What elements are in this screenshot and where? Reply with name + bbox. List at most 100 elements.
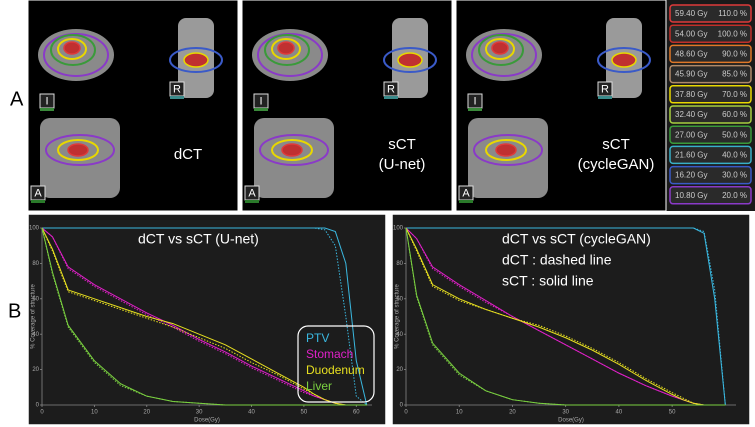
- dose-contour: [57, 38, 87, 60]
- y-tick-label: 60: [396, 296, 403, 302]
- y-tick-label: 0: [400, 403, 404, 409]
- dose-legend-item: [669, 64, 752, 84]
- dose-contour: [277, 41, 295, 55]
- dose-legend-percent: 70.0 %: [722, 90, 747, 99]
- dose-contour: [57, 139, 99, 161]
- dose-contour: [63, 41, 81, 55]
- view-label-bar: [384, 96, 398, 99]
- x-tick-label: 50: [669, 410, 676, 416]
- dose-legend-dose: 27.00 Gy: [675, 130, 707, 139]
- x-tick-label: 0: [40, 410, 44, 416]
- y-tick-label: 100: [29, 226, 40, 232]
- dose-contour: [271, 139, 313, 161]
- image-label: (cycleGAN): [578, 156, 655, 173]
- image-label: sCT: [602, 136, 630, 153]
- dose-legend-percent: 20.0 %: [722, 191, 747, 200]
- dose-legend-item: [669, 165, 752, 185]
- legend-entry: PTV: [306, 331, 329, 345]
- dose-legend-dose: 48.60 Gy: [675, 50, 707, 59]
- dose-legend-percent: 85.0 %: [722, 70, 747, 79]
- view-label-bar: [254, 108, 268, 111]
- image-label: dCT: [174, 146, 202, 163]
- image-label: (U-net): [379, 156, 426, 173]
- dose-contour: [383, 47, 437, 73]
- legend-entry: Liver: [306, 379, 332, 393]
- dose-legend-item: [669, 125, 752, 144]
- dose-contour: [169, 47, 223, 73]
- dose-contour: [43, 33, 109, 77]
- legend-box: [297, 325, 375, 403]
- dct-line: [405, 227, 726, 406]
- annotation: dCT vs sCT (U-net): [138, 231, 259, 247]
- y-tick-label: 100: [393, 226, 404, 232]
- y-axis-label: % Coverage of structure: [395, 283, 401, 348]
- dose-contour: [50, 34, 96, 66]
- dose-contour: [485, 139, 527, 161]
- annotation: sCT : solid line: [502, 273, 594, 289]
- dose-legend-item: [669, 44, 752, 64]
- dose-contour: [271, 38, 301, 60]
- view-label-bar: [40, 108, 54, 111]
- dose-legend-dose: 16.20 Gy: [675, 171, 707, 180]
- view-label: A: [248, 187, 256, 199]
- dose-contour: [491, 41, 509, 55]
- sct-line: [41, 227, 367, 406]
- view-label: A: [462, 187, 470, 199]
- dct-line: [41, 227, 367, 406]
- x-tick-label: 60: [353, 410, 360, 416]
- x-axis-label: Dose(Gy): [194, 418, 220, 424]
- dose-legend-dose: 37.80 Gy: [675, 90, 707, 99]
- dose-contour: [478, 34, 524, 66]
- annotation: dCT vs sCT (cycleGAN): [502, 231, 651, 247]
- panel-label: A: [10, 88, 24, 110]
- dose-legend-percent: 30.0 %: [722, 171, 747, 180]
- view-label: R: [601, 83, 609, 95]
- chart-frame: [391, 213, 751, 426]
- sct-line: [405, 227, 726, 406]
- y-tick-label: 20: [32, 367, 39, 373]
- x-tick-label: 20: [143, 410, 150, 416]
- dose-contour: [495, 143, 517, 157]
- view-label-bar: [170, 96, 184, 99]
- dose-legend-dose: 54.00 Gy: [675, 29, 707, 38]
- view-label-bar: [245, 200, 259, 203]
- dose-contour: [257, 33, 323, 77]
- x-tick-label: 40: [248, 410, 255, 416]
- dose-contour: [45, 134, 115, 166]
- legend-entry: Stomach: [306, 347, 353, 361]
- dose-legend-percent: 90.0 %: [722, 50, 747, 59]
- dose-contour: [397, 52, 423, 68]
- view-label: I: [45, 95, 48, 107]
- view-label: I: [259, 95, 262, 107]
- x-tick-label: 50: [301, 410, 308, 416]
- dose-contour: [597, 47, 651, 73]
- dose-legend-percent: 100.0 %: [718, 29, 747, 38]
- dose-legend-dose: 10.80 Gy: [675, 191, 707, 200]
- sct-line: [405, 227, 726, 406]
- view-label: R: [173, 83, 181, 95]
- x-tick-label: 0: [404, 410, 408, 416]
- annotation: dCT : dashed line: [502, 252, 612, 268]
- axial-body: [466, 29, 542, 81]
- dose-legend-item: [669, 24, 752, 43]
- x-tick-label: 20: [509, 410, 516, 416]
- x-tick-label: 40: [616, 410, 623, 416]
- image-label: sCT: [388, 136, 416, 153]
- dose-legend-item: [669, 145, 752, 165]
- x-axis-label: Dose(Gy): [558, 418, 584, 424]
- x-tick-label: 30: [562, 410, 569, 416]
- dose-contour: [611, 52, 637, 68]
- dose-legend-item: [669, 186, 752, 205]
- y-tick-label: 40: [32, 332, 39, 338]
- dose-contour: [485, 38, 515, 60]
- dose-contour: [471, 33, 537, 77]
- view-label-bar: [468, 108, 482, 111]
- y-tick-label: 20: [396, 367, 403, 373]
- dct-line: [405, 227, 726, 406]
- dose-contour: [473, 134, 543, 166]
- dose-legend-percent: 40.0 %: [722, 151, 747, 160]
- view-label: A: [34, 187, 42, 199]
- x-tick-label: 10: [456, 410, 463, 416]
- y-tick-label: 80: [32, 261, 39, 267]
